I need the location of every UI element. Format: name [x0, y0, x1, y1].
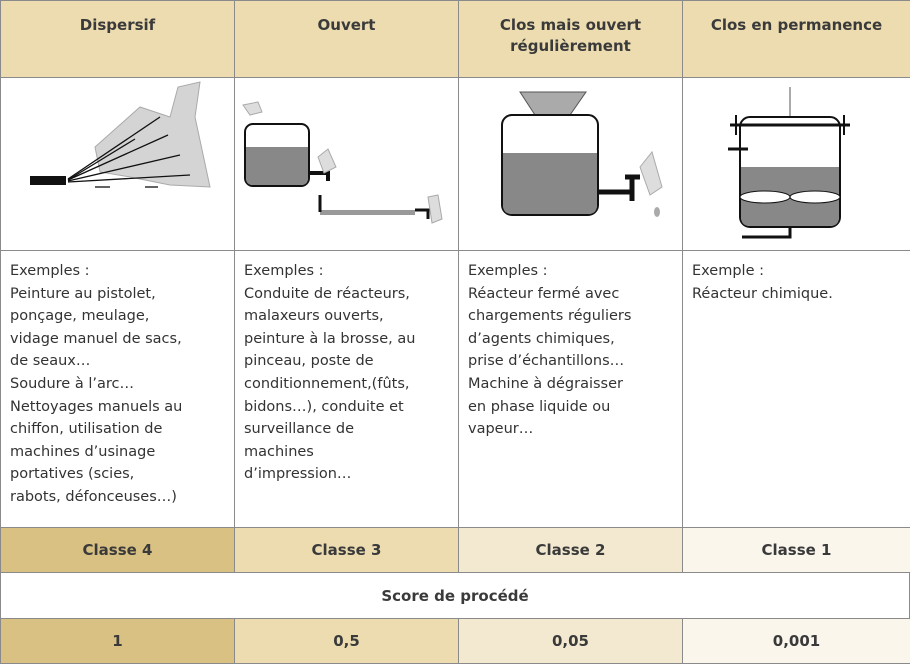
column-header: Clos en permanence: [682, 0, 910, 78]
example-line: ponçage, meulage,: [10, 308, 150, 325]
example-line: Exemples :: [244, 263, 324, 279]
class-cell: Classe 1: [682, 527, 910, 573]
example-line: Peinture au pistolet,: [10, 285, 156, 302]
example-line: Soudure à l’arc…: [10, 375, 134, 392]
example-line: malaxeurs ouverts,: [244, 308, 384, 325]
illustration-cell: [234, 77, 459, 251]
example-line: vidage manuel de sacs,: [10, 330, 182, 347]
example-line: vapeur…: [468, 421, 534, 438]
score-cell: 1: [0, 618, 235, 664]
example-line: en phase liquide ou: [468, 398, 611, 415]
example-line: de seaux…: [10, 353, 91, 370]
score-cell: 0,001: [682, 618, 910, 664]
example-line: Conduite de réacteurs,: [244, 285, 410, 302]
example-line: pinceau, poste de: [244, 353, 374, 370]
illustration-cell: [682, 77, 910, 251]
example-line: chiffon, utilisation de: [10, 421, 163, 438]
example-line: portatives (scies,: [10, 466, 135, 483]
example-line: Exemples :: [10, 263, 90, 279]
example-line: Réacteur fermé avec: [468, 285, 620, 302]
example-line: Réacteur chimique.: [692, 285, 833, 302]
illustrations: [30, 81, 850, 239]
example-line: Nettoyages manuels au: [10, 398, 183, 415]
illustration-cell: [458, 77, 683, 251]
class-cell: Classe 2: [458, 527, 683, 573]
example-line: d’agents chimiques,: [468, 330, 615, 347]
example-line: prise d’échantillons…: [468, 353, 625, 370]
example-line: chargements réguliers: [468, 308, 632, 325]
example-line: machines d’usinage: [10, 443, 156, 460]
illustration-cell: [0, 77, 235, 251]
score-label: Score de procédé: [0, 572, 910, 619]
example-line: Machine à dégraisser: [468, 375, 623, 392]
example-line: Exemple :: [692, 263, 764, 279]
example-line: Exemples :: [468, 263, 548, 279]
column-header: Clos mais ouvert régulièrement: [458, 0, 683, 78]
example-line: d’impression…: [244, 466, 352, 483]
class-cell: Classe 4: [0, 527, 235, 573]
example-line: surveillance de: [244, 421, 354, 438]
example-line: bidons…), conduite et: [244, 398, 404, 415]
example-line: rabots, défonceuses…): [10, 488, 177, 505]
examples-cell: Exemples : Réacteur fermé avec chargements…: [458, 250, 683, 528]
example-line: machines: [244, 443, 314, 460]
examples-cell: Exemples : Conduite de réacteurs, malaxeur…: [234, 250, 459, 528]
example-line: peinture à la brosse, au: [244, 330, 416, 347]
column-header: Ouvert: [234, 0, 459, 78]
class-cell: Classe 3: [234, 527, 459, 573]
column-header: Dispersif: [0, 0, 235, 78]
score-cell: 0,05: [458, 618, 683, 664]
score-cell: 0,5: [234, 618, 459, 664]
examples-cell: Exemples : Peinture au pistolet, ponçage, …: [0, 250, 235, 528]
examples-cell: Exemple : Réacteur chimique.: [682, 250, 910, 528]
example-line: conditionnement,(fûts,: [244, 375, 410, 392]
